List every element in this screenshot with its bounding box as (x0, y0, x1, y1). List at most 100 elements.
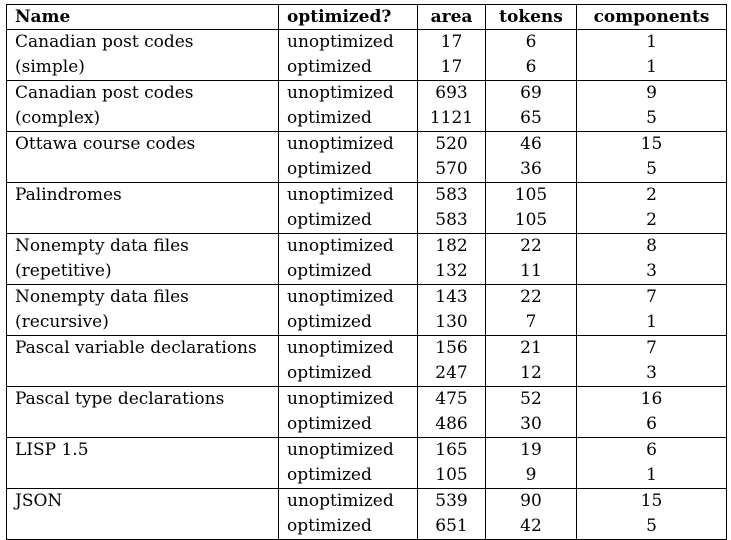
cell-name: Pascal variable declarations (6, 335, 279, 387)
cell-optimized: optimized (278, 463, 418, 489)
cell-area: 165 (417, 437, 486, 463)
cell-optimized: optimized (278, 208, 418, 234)
table-row: optimized 651 42 5 (7, 514, 727, 540)
table-row: optimized 17 6 1 (7, 55, 727, 81)
cell-components: 2 (576, 208, 727, 234)
cell-tokens: 6 (485, 55, 577, 81)
cell-name: Canadian post codes (simple) (6, 29, 279, 81)
table-row: Canadian post codes (complex) unoptimized 6… (6, 80, 727, 132)
cell-area: 475 (417, 386, 486, 412)
cell-area: 539 (417, 488, 486, 514)
cell-tokens: 90 (485, 488, 577, 514)
header-components: components (576, 4, 727, 30)
cell-tokens: 11 (485, 259, 577, 285)
results-table: Name optimized? area tokens components C… (6, 4, 727, 540)
table-row: Palindromes unoptimized 583 105 2 (6, 182, 727, 234)
table-row: optimized 130 7 1 (7, 310, 727, 336)
cell-components: 6 (576, 412, 727, 438)
cell-area: 651 (417, 514, 486, 540)
name-line: Canadian post codes (15, 32, 194, 52)
cell-components: 5 (576, 157, 727, 183)
cell-components: 3 (576, 361, 727, 387)
cell-optimized: optimized (278, 259, 418, 285)
cell-components: 1 (576, 55, 727, 81)
table-header: Name optimized? area tokens components (6, 4, 727, 30)
cell-area: 17 (417, 55, 486, 81)
cell-optimized: unoptimized (278, 233, 418, 259)
name-line: LISP 1.5 (15, 440, 89, 460)
table-row: optimized 105 9 1 (7, 463, 727, 489)
cell-components: 5 (576, 514, 727, 540)
cell-optimized: unoptimized (278, 80, 418, 106)
cell-components: 1 (576, 310, 727, 336)
cell-area: 156 (417, 335, 486, 361)
cell-area: 130 (417, 310, 486, 336)
table-row: optimized 247 12 3 (7, 361, 727, 387)
cell-components: 7 (576, 335, 727, 361)
cell-components: 9 (576, 80, 727, 106)
table-row: Nonempty data files (repetitive) unoptimiz… (6, 233, 727, 285)
cell-name: Pascal type declarations (6, 386, 279, 438)
name-line: Pascal variable declarations (15, 338, 257, 358)
table-row: optimized 570 36 5 (7, 157, 727, 183)
cell-components: 8 (576, 233, 727, 259)
cell-optimized: unoptimized (278, 182, 418, 208)
name-line: Nonempty data files (15, 287, 189, 307)
cell-components: 7 (576, 284, 727, 310)
cell-area: 17 (417, 29, 486, 55)
header-optimized: optimized? (278, 4, 418, 30)
cell-tokens: 42 (485, 514, 577, 540)
table-row: Ottawa course codes unoptimized 520 46 15 (6, 131, 727, 183)
cell-optimized: optimized (278, 157, 418, 183)
header-tokens: tokens (485, 4, 577, 30)
cell-optimized: unoptimized (278, 335, 418, 361)
header-name: Name (6, 4, 279, 30)
cell-tokens: 65 (485, 106, 577, 132)
cell-tokens: 36 (485, 157, 577, 183)
cell-area: 105 (417, 463, 486, 489)
cell-tokens: 21 (485, 335, 577, 361)
cell-area: 520 (417, 131, 486, 157)
cell-optimized: unoptimized (278, 488, 418, 514)
table-row: optimized 1121 65 5 (7, 106, 727, 132)
name-line: Ottawa course codes (15, 134, 196, 154)
cell-name: JSON (6, 488, 279, 540)
cell-area: 182 (417, 233, 486, 259)
cell-components: 1 (576, 29, 727, 55)
cell-name: Palindromes (6, 182, 279, 234)
name-line: (complex) (15, 108, 101, 128)
cell-name: LISP 1.5 (6, 437, 279, 489)
table-body: Canadian post codes (simple) unoptimized 17… (6, 29, 727, 540)
cell-tokens: 6 (485, 29, 577, 55)
cell-components: 6 (576, 437, 727, 463)
cell-name: Nonempty data files (repetitive) (6, 233, 279, 285)
name-line: Palindromes (15, 185, 122, 205)
cell-components: 1 (576, 463, 727, 489)
cell-area: 247 (417, 361, 486, 387)
name-line: (recursive) (15, 312, 109, 332)
cell-tokens: 19 (485, 437, 577, 463)
name-line: (repetitive) (15, 261, 112, 281)
cell-tokens: 105 (485, 208, 577, 234)
cell-area: 583 (417, 182, 486, 208)
cell-area: 583 (417, 208, 486, 234)
cell-tokens: 46 (485, 131, 577, 157)
cell-area: 693 (417, 80, 486, 106)
cell-tokens: 22 (485, 233, 577, 259)
table-row: LISP 1.5 unoptimized 165 19 6 (6, 437, 727, 489)
table-row: optimized 132 11 3 (7, 259, 727, 285)
cell-tokens: 9 (485, 463, 577, 489)
cell-optimized: unoptimized (278, 386, 418, 412)
cell-components: 15 (576, 131, 727, 157)
table-row: Canadian post codes (simple) unoptimized 17… (6, 29, 727, 81)
table-row: Pascal type declarations unoptimized 475 52… (6, 386, 727, 438)
cell-name: Canadian post codes (complex) (6, 80, 279, 132)
cell-optimized: optimized (278, 514, 418, 540)
cell-optimized: optimized (278, 106, 418, 132)
cell-tokens: 7 (485, 310, 577, 336)
cell-area: 486 (417, 412, 486, 438)
header-area: area (417, 4, 486, 30)
cell-area: 570 (417, 157, 486, 183)
table-row: JSON unoptimized 539 90 15 (6, 488, 727, 540)
cell-optimized: unoptimized (278, 284, 418, 310)
